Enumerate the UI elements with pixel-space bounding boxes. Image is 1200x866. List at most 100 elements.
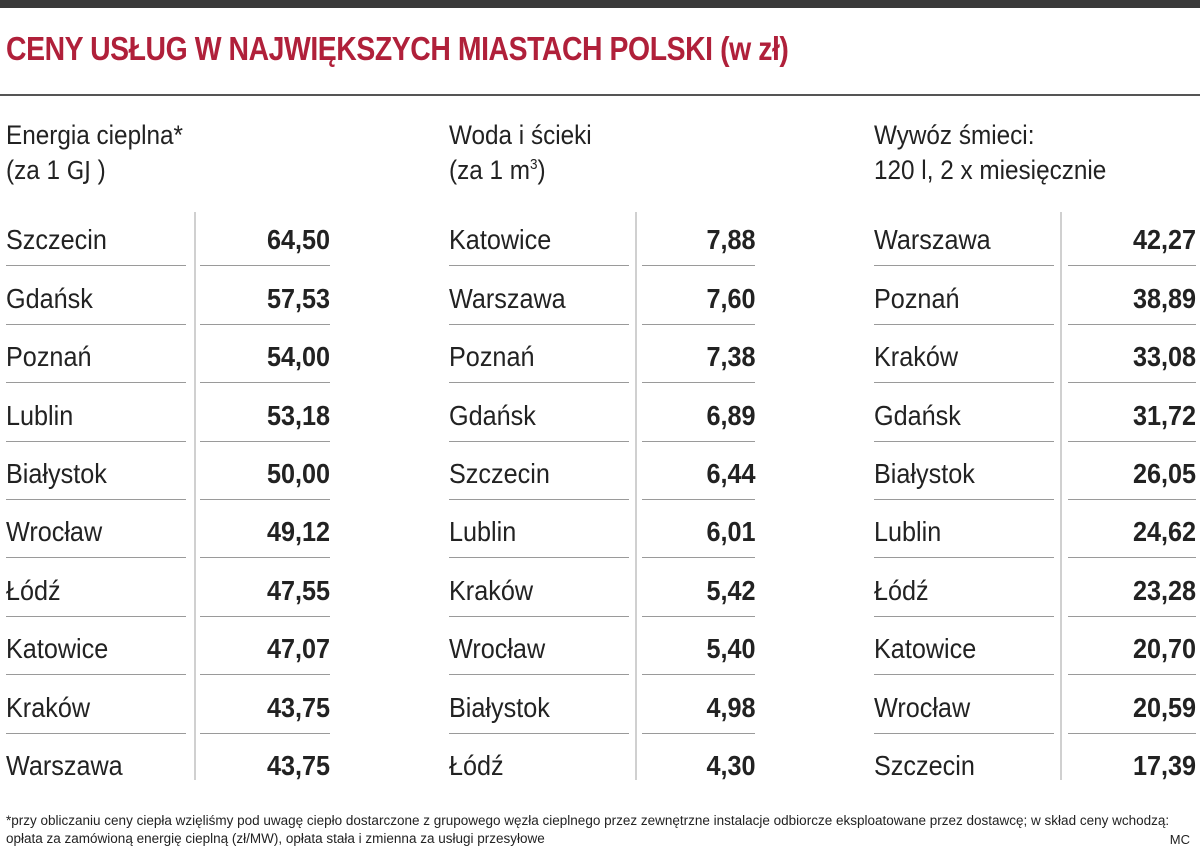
price-value: 47,07 <box>266 633 330 665</box>
price-value: 7,38 <box>705 341 755 373</box>
heat-energy-column: Energia cieplna* (za 1 GJ ) Szczecin 64,5… <box>6 118 330 792</box>
table-row: Łódź 4,30 <box>449 734 755 792</box>
price-value: 26,05 <box>1132 457 1196 489</box>
city-name: Łódź <box>874 574 929 606</box>
price-value: 47,55 <box>266 574 330 606</box>
city-name: Białystok <box>6 457 107 489</box>
waste-collection-column: Wywóz śmieci: 120 l, 2 x miesięcznie War… <box>874 118 1196 792</box>
title-divider <box>0 94 1200 96</box>
price-value: 17,39 <box>1132 749 1196 781</box>
city-name: Poznań <box>6 341 92 373</box>
water-sewage-heading-close: ) <box>537 155 546 185</box>
author-credit: MC <box>1169 832 1190 847</box>
table-row: Gdańsk 31,72 <box>874 383 1196 442</box>
water-sewage-heading-superscript: 3 <box>530 156 538 173</box>
price-value: 6,01 <box>705 516 755 548</box>
city-name: Poznań <box>874 282 960 314</box>
water-sewage-heading-prefix: (za 1 m <box>449 155 531 185</box>
waste-collection-table: Warszawa 42,27 Poznań 38,89 Kraków 33,08 Gd… <box>874 208 1196 792</box>
city-name: Poznań <box>449 341 535 373</box>
price-value: 7,88 <box>705 224 755 256</box>
price-value: 42,27 <box>1132 224 1196 256</box>
city-name: Szczecin <box>449 457 550 489</box>
table-row: Szczecin 17,39 <box>874 734 1196 792</box>
table-row: Łódź 47,55 <box>6 558 330 618</box>
heat-energy-heading-prefix: (za 1 <box>6 155 61 185</box>
table-row: Lublin 6,01 <box>449 500 755 559</box>
column-separator <box>1060 212 1062 780</box>
price-value: 57,53 <box>266 282 330 314</box>
price-value: 4,30 <box>705 749 755 781</box>
heat-energy-table: Szczecin 64,50 Gdańsk 57,53 Poznań 54,00 Lu… <box>6 208 330 792</box>
table-row: Kraków 43,75 <box>6 675 330 734</box>
table-row: Warszawa 7,60 <box>449 266 755 326</box>
city-name: Warszawa <box>874 224 991 256</box>
city-name: Wrocław <box>6 516 103 548</box>
city-name: Katowice <box>449 224 552 256</box>
price-value: 38,89 <box>1132 282 1196 314</box>
table-row: Wrocław 5,40 <box>449 617 755 676</box>
waste-collection-heading-line2: 120 l, 2 x miesięcznie <box>874 155 1107 185</box>
table-row: Gdańsk 6,89 <box>449 383 755 442</box>
price-value: 20,59 <box>1132 691 1196 723</box>
column-separator <box>635 212 637 780</box>
price-value: 4,98 <box>705 691 755 723</box>
city-name: Gdańsk <box>449 399 536 431</box>
table-row: Warszawa 42,27 <box>874 208 1196 267</box>
city-name: Wrocław <box>874 691 971 723</box>
heat-energy-heading-line2: (za 1 GJ ) <box>6 153 298 188</box>
table-row: Wrocław 49,12 <box>6 500 330 559</box>
footnote: *przy obliczaniu ceny ciepła wzięliśmy p… <box>6 813 1170 846</box>
water-sewage-table: Katowice 7,88 Warszawa 7,60 Poznań 7,38 Gda… <box>449 208 755 792</box>
heat-energy-heading-unit: GJ <box>66 156 91 185</box>
table-row: Szczecin 6,44 <box>449 442 755 501</box>
city-name: Kraków <box>874 341 959 373</box>
city-name: Białystok <box>449 691 550 723</box>
city-name: Warszawa <box>6 749 123 781</box>
price-value: 31,72 <box>1132 399 1196 431</box>
table-row: Katowice 20,70 <box>874 617 1196 676</box>
price-value: 24,62 <box>1132 516 1196 548</box>
table-row: Białystok 4,98 <box>449 675 755 734</box>
water-sewage-heading-line1: Woda i ścieki <box>449 120 592 150</box>
table-row: Łódź 23,28 <box>874 558 1196 618</box>
water-sewage-heading-line2: (za 1 m3) <box>449 153 724 188</box>
water-sewage-column: Woda i ścieki (za 1 m3) Katowice 7,88 War… <box>449 118 755 792</box>
table-row: Lublin 53,18 <box>6 383 330 442</box>
price-value: 50,00 <box>266 457 330 489</box>
table-row: Lublin 24,62 <box>874 500 1196 559</box>
table-row: Poznań 7,38 <box>449 325 755 384</box>
table-row: Białystok 50,00 <box>6 442 330 501</box>
table-row: Wrocław 20,59 <box>874 675 1196 734</box>
city-name: Gdańsk <box>6 282 93 314</box>
city-name: Łódź <box>449 749 504 781</box>
table-row: Szczecin 64,50 <box>6 208 330 267</box>
price-value: 49,12 <box>266 516 330 548</box>
waste-collection-heading: Wywóz śmieci: 120 l, 2 x miesięcznie <box>874 118 1164 208</box>
price-value: 6,44 <box>705 457 755 489</box>
price-value: 7,60 <box>705 282 755 314</box>
table-row: Poznań 54,00 <box>6 325 330 384</box>
price-value: 6,89 <box>705 399 755 431</box>
city-name: Lublin <box>449 516 517 548</box>
table-row: Katowice 47,07 <box>6 617 330 676</box>
price-value: 53,18 <box>266 399 330 431</box>
page-title: CENY USŁUG W NAJWIĘKSZYCH MIASTACH POLSK… <box>6 30 789 67</box>
city-name: Białystok <box>874 457 975 489</box>
water-sewage-heading: Woda i ścieki (za 1 m3) <box>449 118 724 208</box>
price-value: 5,42 <box>705 574 755 606</box>
city-name: Katowice <box>6 633 109 665</box>
city-name: Szczecin <box>6 224 107 256</box>
table-row: Poznań 38,89 <box>874 266 1196 326</box>
city-name: Szczecin <box>874 749 975 781</box>
price-value: 33,08 <box>1132 341 1196 373</box>
table-row: Kraków 5,42 <box>449 558 755 618</box>
table-row: Gdańsk 57,53 <box>6 266 330 326</box>
table-row: Kraków 33,08 <box>874 325 1196 384</box>
top-bar <box>0 0 1200 8</box>
table-row: Warszawa 43,75 <box>6 734 330 792</box>
price-value: 64,50 <box>266 224 330 256</box>
city-name: Lublin <box>6 399 74 431</box>
city-name: Lublin <box>874 516 942 548</box>
column-separator <box>194 212 196 780</box>
